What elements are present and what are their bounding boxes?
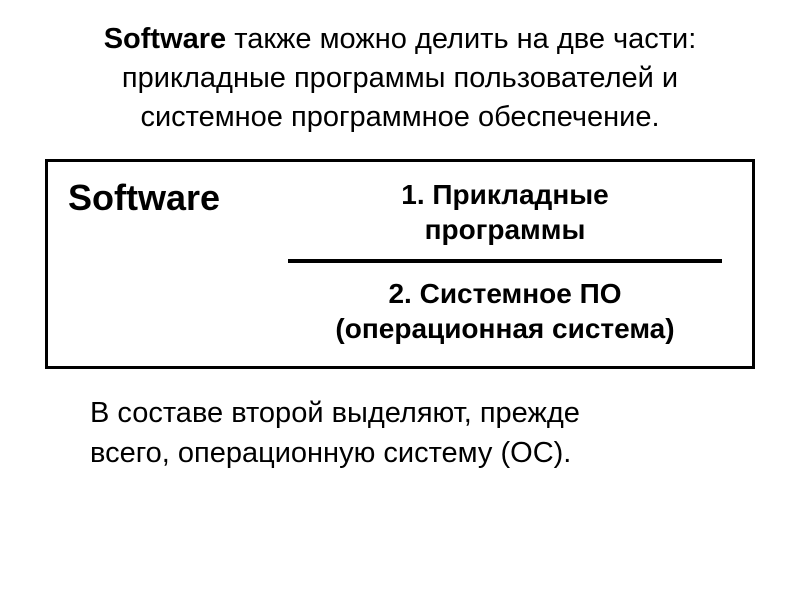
part2-line1: 2. Системное ПО — [388, 278, 621, 309]
diagram-label: Software — [48, 162, 278, 366]
diagram-divider — [288, 259, 722, 263]
intro-line2: прикладные программы пользователей и — [122, 62, 678, 94]
diagram-part1: 1. Прикладные программы — [278, 172, 732, 259]
footer-paragraph: В составе второй выделяют, прежде всего,… — [15, 394, 785, 472]
part2-line2: (операционная система) — [335, 313, 674, 344]
intro-paragraph: Software также можно делить на две части… — [15, 20, 785, 137]
software-diagram: Software 1. Прикладные программы 2. Сист… — [45, 159, 755, 369]
diagram-parts: 1. Прикладные программы 2. Системное ПО … — [278, 162, 752, 366]
footer-line2: всего, операционную систему (ОС). — [90, 437, 571, 469]
intro-bold-lead: Software — [104, 23, 226, 55]
intro-rest-line1: также можно делить на две части: — [226, 23, 696, 55]
intro-line3: системное программное обеспечение. — [140, 101, 659, 133]
diagram-part2: 2. Системное ПО (операционная система) — [278, 273, 732, 351]
part1-line1: 1. Прикладные — [401, 179, 608, 210]
footer-line1: В составе второй выделяют, прежде — [90, 397, 580, 429]
part1-line2: программы — [425, 214, 586, 245]
